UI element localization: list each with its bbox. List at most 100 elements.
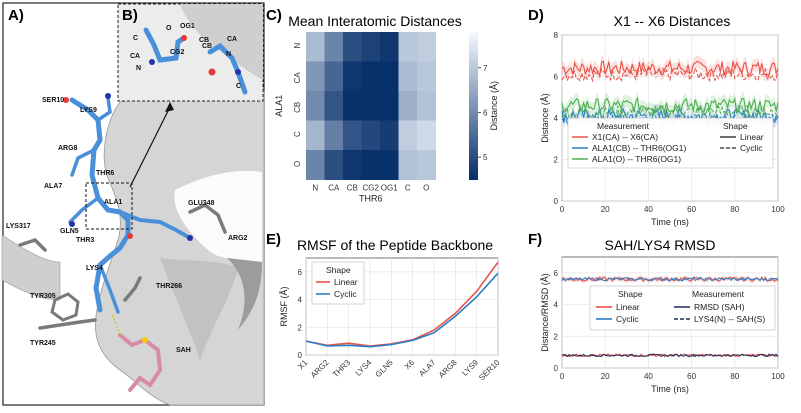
heatmap-cell <box>324 32 344 62</box>
heatmap-cell <box>306 61 325 92</box>
zoom-arrowhead <box>165 102 174 112</box>
panel-label-d: D) <box>528 7 544 24</box>
colorbar-label: Distance (Å) <box>489 81 499 131</box>
y-tick-label: 4 <box>298 296 303 305</box>
x-tick-label: ARG8 <box>437 358 459 380</box>
colorbar-step <box>469 98 478 103</box>
structure-label-b: C <box>236 83 241 90</box>
colorbar-step <box>469 68 478 74</box>
legend-entry: RMSD (SAH) <box>694 302 745 312</box>
colorbar-step <box>469 138 478 144</box>
series-cyclic-0 <box>561 66 779 83</box>
x-tick-label: LYS4 <box>354 358 374 378</box>
structure-label-a: ARG8 <box>58 145 78 152</box>
colorbar-step <box>469 46 478 51</box>
x-tick-label: 100 <box>771 372 785 381</box>
y-tick-label: 0 <box>554 197 559 206</box>
colorbar-step <box>469 175 478 180</box>
structure-label-a: LYS9 <box>80 107 97 114</box>
sah-distance-linear-band <box>562 275 778 284</box>
structure-label-b: C <box>133 35 138 42</box>
heatmap-x-tick: N <box>312 184 318 193</box>
heatmap-cell <box>306 120 325 151</box>
colorbar-step <box>469 39 478 44</box>
heatmap-x-tick: C <box>405 184 411 193</box>
peptide-sidechain-arg8 <box>70 148 96 177</box>
colorbar-step <box>469 142 478 147</box>
atom-o <box>127 233 133 239</box>
heatmap-y-tick: C <box>293 131 302 137</box>
heatmap-cell <box>361 32 381 62</box>
structure-label-a: THR3 <box>76 237 94 244</box>
zoom-box <box>85 182 133 230</box>
residue-glu348 <box>188 202 227 234</box>
heatmap-x-tick: CG2 <box>363 184 380 193</box>
heatmap-cell <box>361 61 381 92</box>
x-tick-label: 80 <box>730 372 739 381</box>
atom-n <box>149 59 155 65</box>
colorbar-step <box>469 135 478 140</box>
heatmap-cell <box>417 150 436 180</box>
x-tick-label: 80 <box>730 205 739 214</box>
heatmap-cell <box>306 91 325 121</box>
x-tick-label: ALA7 <box>417 358 438 379</box>
heatmap-y-tick: CA <box>293 72 302 84</box>
colorbar-step <box>469 35 478 40</box>
atom-s <box>142 337 148 343</box>
structure-label-b: N <box>226 51 231 58</box>
heatmap-cell <box>380 120 399 151</box>
structure-label-b: CA <box>130 53 140 60</box>
colorbar-step <box>469 164 478 169</box>
y-tick-label: 4 <box>554 301 559 310</box>
x-tick-label: 0 <box>560 372 565 381</box>
colorbar-step <box>469 54 478 59</box>
legend-entry: Linear <box>616 302 640 312</box>
heatmap-cell <box>343 32 362 62</box>
legend-title-shape: Shape <box>723 121 748 131</box>
x-axis-label: Time (ns) <box>651 384 689 394</box>
colorbar-step <box>469 127 478 133</box>
legend-box <box>589 285 776 331</box>
x-tick-label: 0 <box>560 205 565 214</box>
x-tick-label: X6 <box>403 358 417 372</box>
colorbar-step <box>469 32 478 37</box>
atom-og1 <box>181 35 187 41</box>
heatmap-ylabel: ALA1 <box>274 95 284 117</box>
legend-entry: LYS4(N) -- SAH(S) <box>694 314 765 324</box>
structure-label-b: O <box>166 25 172 32</box>
colorbar-step <box>469 146 478 151</box>
residue-lys317 <box>18 237 47 252</box>
x-tick-label: 40 <box>644 372 653 381</box>
heatmap-cell <box>380 150 399 180</box>
colorbar-step <box>469 116 478 121</box>
x-tick-label: 20 <box>601 372 610 381</box>
structure-label-b: CB <box>199 37 209 44</box>
colorbar-step <box>469 79 478 85</box>
structure-label-b: N <box>136 65 141 72</box>
heatmap-x-tick: CA <box>328 184 340 193</box>
heatmap-cell <box>306 150 325 180</box>
colorbar-step <box>469 168 478 173</box>
colorbar-step <box>469 72 478 77</box>
heatmap-cell <box>324 61 344 92</box>
residue-thr266 <box>123 276 142 302</box>
heatmap-cell <box>361 120 381 151</box>
y-tick-label: 0 <box>298 351 303 360</box>
panel-a: SER10 LYS9 ARG8 ALA7 THR6 ALA1 GLN5 LYS317 THR3 L… <box>1 2 265 406</box>
colorbar-step <box>469 153 478 158</box>
peptide-sidechain-lys9 <box>96 96 112 122</box>
legend-title: Shape <box>326 265 351 275</box>
inset-thr6 <box>207 42 248 95</box>
legend-title-measurement: Measurement <box>597 121 650 131</box>
y-tick-label: 2 <box>554 156 559 165</box>
colorbar-step <box>469 120 478 125</box>
structure-label-a: LYS317 <box>6 223 31 230</box>
colorbar-tick: 5 <box>483 153 488 162</box>
colorbar-step <box>469 131 478 136</box>
peptide-sidechain-lys4 <box>98 263 120 314</box>
heatmap-cell <box>398 32 418 62</box>
structure-label-a: THR6 <box>96 170 114 177</box>
heatmap-cell <box>343 61 362 92</box>
y-tick-label: 2 <box>298 323 303 332</box>
